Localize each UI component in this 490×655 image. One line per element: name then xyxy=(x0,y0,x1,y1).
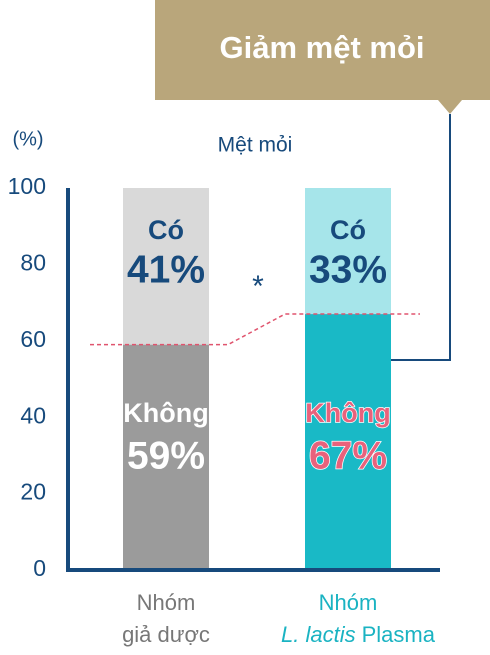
bar-segment xyxy=(305,314,391,570)
y-tick-label: 60 xyxy=(20,326,46,352)
x-tick-label-part: giả dược xyxy=(122,622,210,647)
x-tick-label: Nhóm xyxy=(319,590,378,615)
segment-name: Không xyxy=(305,398,390,428)
x-tick-label: giả dược xyxy=(122,622,210,647)
segment-name: Không xyxy=(123,398,208,428)
annotation-banner xyxy=(155,0,490,100)
data-label: 41% xyxy=(127,248,205,291)
banner-pointer xyxy=(438,100,462,114)
annotation-connector xyxy=(391,114,451,361)
bar-segment xyxy=(305,188,391,315)
data-label: 33% xyxy=(309,248,387,291)
x-tick-label: L. lactis Plasma xyxy=(281,622,436,647)
bar-segment xyxy=(123,344,209,570)
chart-title: Mệt mỏi xyxy=(218,134,293,157)
y-tick-label: 80 xyxy=(20,249,46,275)
y-axis-label: (%) xyxy=(12,128,43,150)
x-tick-label: Nhóm xyxy=(137,590,196,615)
segment-name: Có xyxy=(148,215,184,245)
y-tick-label: 0 xyxy=(33,555,46,581)
y-tick-label: 40 xyxy=(20,402,46,428)
reference-line xyxy=(90,313,420,346)
y-tick-label: 20 xyxy=(20,479,46,505)
x-tick-label-part: Plasma xyxy=(362,622,436,647)
bar-segment xyxy=(123,188,209,345)
y-tick-label: 100 xyxy=(8,173,46,199)
data-label: 67% xyxy=(309,434,387,477)
significance-mark: * xyxy=(252,270,264,303)
annotation-text: Giảm mệt mỏi xyxy=(220,30,425,65)
segment-name: Có xyxy=(330,215,366,245)
data-label: 59% xyxy=(127,434,205,477)
x-tick-label-part: L. lactis xyxy=(281,622,356,647)
